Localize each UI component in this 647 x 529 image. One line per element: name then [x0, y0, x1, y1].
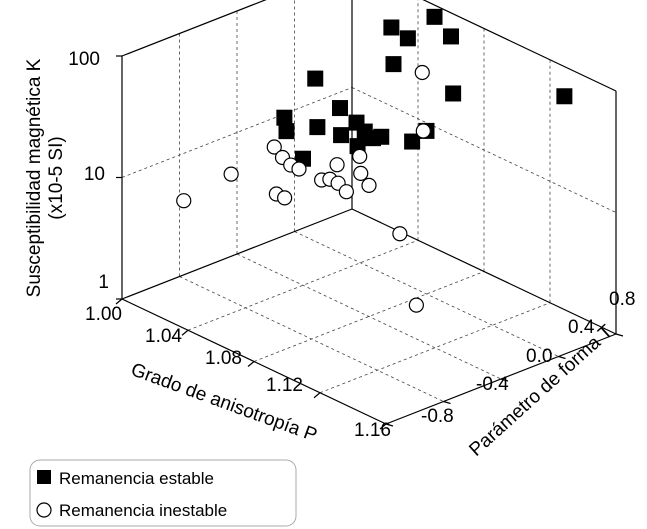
left-wall-grid-horizontal: [121, 87, 353, 178]
marker-inestable-7: [277, 190, 293, 206]
z-axis-title-line1: Susceptibilidad magnética K: [24, 58, 45, 297]
legend: Remanencia estable Remanencia inestable: [29, 459, 297, 527]
frame-edge-top-back: [422, 0, 617, 92]
x-tick-mark: [115, 298, 123, 305]
marker-estable-18: [426, 8, 443, 25]
marker-inestable-2: [266, 139, 282, 155]
legend-marker-estable: [37, 470, 51, 484]
back-wall-grid-horizontal: [351, 87, 617, 213]
floor-grid-line-y: [236, 253, 502, 380]
marker-inestable-20: [415, 123, 431, 139]
marker-inestable-11: [338, 184, 354, 200]
frame-edge-top-left: [121, 0, 267, 57]
marker-estable-4: [332, 100, 348, 117]
data-markers: [176, 8, 573, 313]
marker-estable-19: [445, 85, 462, 102]
marker-estable-20: [556, 88, 573, 105]
x-tick-label-1.08: 1.08: [205, 348, 242, 369]
marker-estable-1: [399, 30, 416, 47]
marker-inestable-1: [223, 166, 239, 182]
floor-grid-line-x: [319, 302, 551, 394]
grid-layer: [121, 0, 617, 402]
z-tick-label-1: 1: [98, 272, 109, 293]
marker-estable-12: [404, 133, 421, 150]
marker-inestable-18: [414, 64, 430, 81]
y-tick-label-0.0: 0.0: [526, 346, 552, 367]
marker-inestable-0: [176, 193, 192, 209]
marker-estable-17: [443, 28, 459, 45]
legend-box: [29, 459, 297, 527]
y-tick-label-0.4: 0.4: [568, 317, 595, 338]
z-tick-label-10: 10: [84, 164, 105, 185]
frame-edge-y-bottom: [121, 208, 353, 300]
x-tick-mark: [247, 361, 255, 367]
y-tick-label--0.8: -0.8: [421, 406, 454, 427]
y-tick-mark: [385, 423, 394, 427]
marker-estable-0: [383, 19, 400, 36]
x-tick-label-1.04: 1.04: [145, 326, 182, 347]
marker-inestable-12: [329, 157, 345, 173]
floor-grid-line-x: [187, 239, 419, 331]
floor-grid-line-x: [253, 271, 485, 362]
marker-inestable-5: [291, 161, 307, 177]
floor-grid-line-y: [179, 276, 444, 402]
legend-marker-inestable: [36, 502, 52, 518]
marker-estable-10: [333, 127, 350, 144]
floor-grid-line-y: [294, 231, 559, 357]
marker-inestable-16: [392, 226, 408, 242]
legend-label-inestable: Remanencia inestable: [59, 501, 227, 520]
y-tick-label--0.4: -0.4: [476, 374, 509, 395]
y-tick-mark: [558, 355, 566, 360]
marker-estable-2: [385, 56, 402, 73]
z-axis-title-line2: (x10-5 SI): [46, 136, 67, 219]
legend-label-estable: Remanencia estable: [59, 469, 214, 488]
x-tick-mark: [313, 392, 321, 399]
y-tick-mark: [443, 400, 451, 405]
marker-inestable-13: [352, 148, 368, 164]
marker-estable-8: [373, 128, 390, 145]
marker-inestable-14: [353, 165, 369, 181]
y-tick-label-0.8: 0.8: [609, 289, 635, 310]
marker-estable-9: [309, 119, 326, 136]
x-tick-label-1.12: 1.12: [266, 375, 303, 396]
marker-estable-14: [278, 123, 295, 140]
x-axis-title: Grado de anisotropía P: [128, 359, 320, 446]
y-tick-mark: [615, 333, 624, 337]
marker-estable-3: [307, 70, 324, 87]
x-tick-label-1.00: 1.00: [85, 304, 122, 325]
z-tick-label-100: 100: [68, 49, 100, 70]
x-tick-mark: [379, 423, 387, 430]
y-tick-mark: [500, 378, 509, 382]
x-tick-mark: [181, 329, 189, 336]
x-tick-label-1.16: 1.16: [354, 420, 391, 441]
marker-estable-16: [276, 109, 293, 126]
marker-inestable-15: [361, 177, 377, 193]
marker-inestable-17: [408, 297, 424, 313]
